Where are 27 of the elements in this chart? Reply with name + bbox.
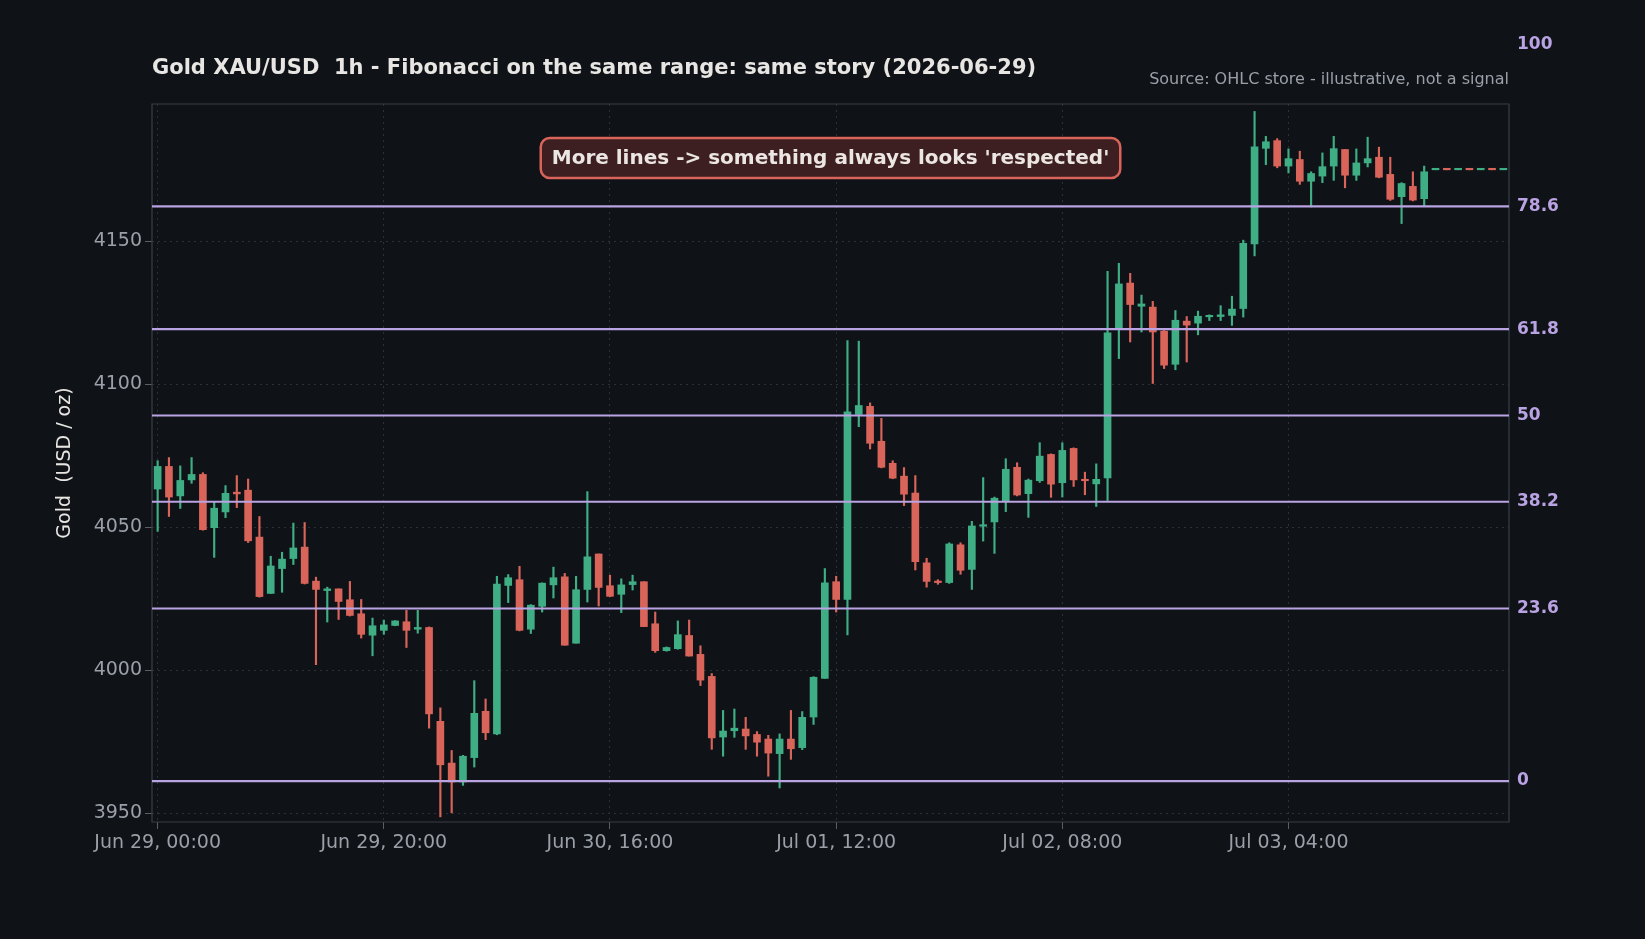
x-tick-label: Jun 29, 20:00	[319, 830, 448, 853]
chart-title: Gold XAU/USD 1h - Fibonacci on the same range: same story (2026-06-29)	[152, 55, 1037, 79]
y-tick-label: 4000	[93, 657, 142, 680]
source-note: Source: OHLC store - illustrative, not a signal	[1149, 69, 1509, 88]
candlestick	[1284, 148, 1293, 174]
ref-line-label: 50	[1517, 403, 1541, 424]
x-tick-label: Jun 30, 16:00	[545, 830, 674, 853]
ref-line-label: 61.8	[1517, 317, 1559, 338]
text: 100	[1517, 33, 1553, 54]
x-tick-label: Jul 03, 04:00	[1227, 830, 1349, 853]
ref-line-label: 0	[1517, 769, 1529, 790]
candlestick	[1137, 294, 1146, 333]
candlestick	[368, 617, 377, 657]
ref-line-label: 38.2	[1517, 490, 1559, 511]
x-tick-label: Jul 02, 08:00	[1001, 830, 1123, 853]
ref-line-label: 78.6	[1517, 194, 1559, 215]
annotation: More lines -> something always looks 'respected'	[551, 145, 1110, 170]
ref-line-label: 23.6	[1517, 596, 1559, 617]
y-axis-title: Gold (USD / oz)	[52, 387, 75, 539]
x-tick-label: Jul 01, 12:00	[775, 830, 897, 853]
candlestick	[549, 566, 558, 599]
candlestick	[402, 609, 411, 648]
x-tick-label: Jun 29, 00:00	[93, 830, 222, 853]
y-tick-label: 4150	[93, 228, 142, 251]
y-tick-label: 3950	[93, 800, 142, 823]
y-tick-label: 4100	[93, 371, 142, 394]
y-tick-label: 4050	[93, 514, 142, 537]
